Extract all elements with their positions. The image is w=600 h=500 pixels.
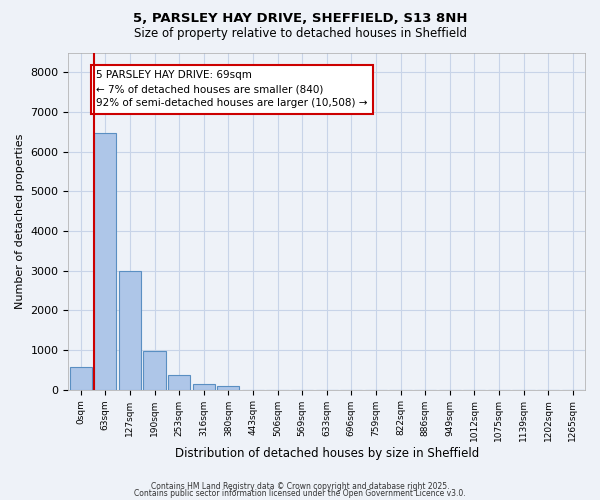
Bar <box>193 384 215 390</box>
X-axis label: Distribution of detached houses by size in Sheffield: Distribution of detached houses by size … <box>175 447 479 460</box>
Text: Contains HM Land Registry data © Crown copyright and database right 2025.: Contains HM Land Registry data © Crown c… <box>151 482 449 491</box>
Y-axis label: Number of detached properties: Number of detached properties <box>15 134 25 308</box>
Bar <box>143 350 166 390</box>
Bar <box>94 132 116 390</box>
Text: 5, PARSLEY HAY DRIVE, SHEFFIELD, S13 8NH: 5, PARSLEY HAY DRIVE, SHEFFIELD, S13 8NH <box>133 12 467 26</box>
Text: 5 PARSLEY HAY DRIVE: 69sqm
← 7% of detached houses are smaller (840)
92% of semi: 5 PARSLEY HAY DRIVE: 69sqm ← 7% of detac… <box>96 70 367 108</box>
Bar <box>119 272 141 390</box>
Text: Size of property relative to detached houses in Sheffield: Size of property relative to detached ho… <box>133 28 467 40</box>
Bar <box>217 386 239 390</box>
Bar <box>168 376 190 390</box>
Text: Contains public sector information licensed under the Open Government Licence v3: Contains public sector information licen… <box>134 489 466 498</box>
Bar <box>70 367 92 390</box>
